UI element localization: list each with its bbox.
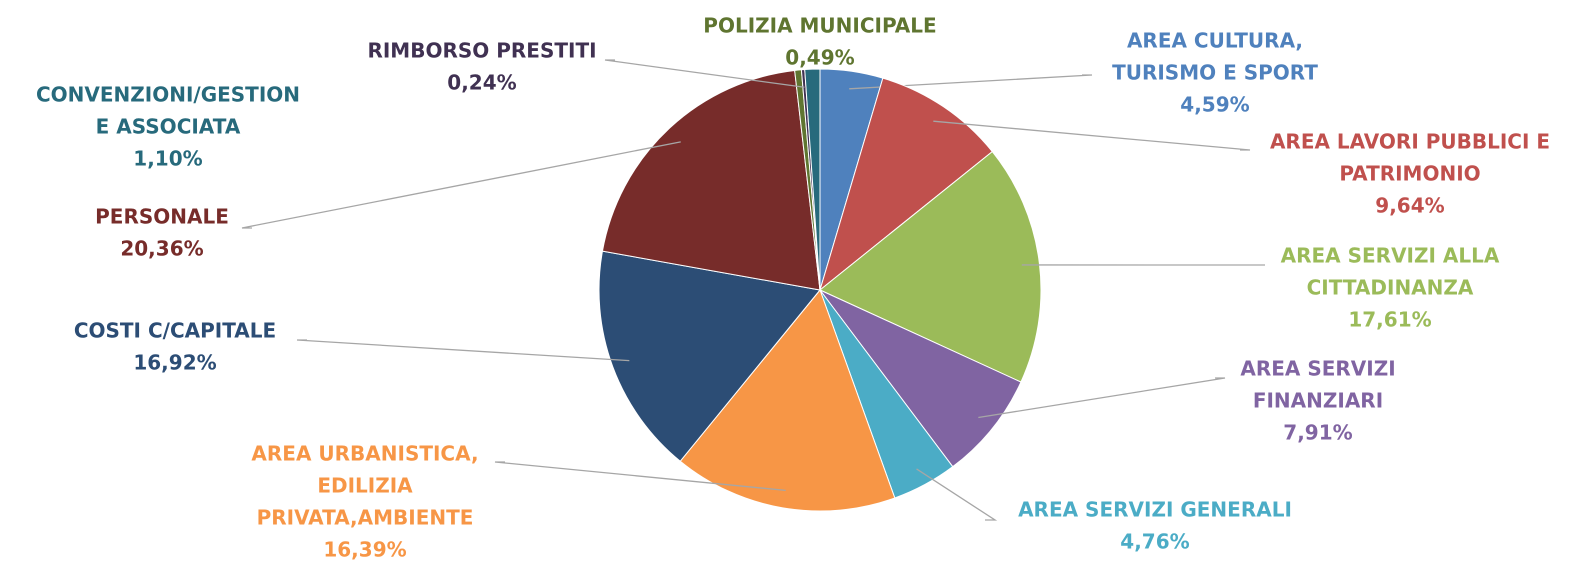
value-label: 16,39% xyxy=(323,538,406,562)
value-label: 0,49% xyxy=(785,46,854,70)
pie-slice xyxy=(804,68,821,291)
slice-label: TURISMO E SPORT xyxy=(1112,61,1318,85)
slice-label: RIMBORSO PRESTITI xyxy=(367,39,596,63)
slice-label: POLIZIA MUNICIPALE xyxy=(703,14,936,38)
pie-slice xyxy=(601,69,821,291)
value-label: 1,10% xyxy=(133,147,202,171)
value-label: 16,92% xyxy=(133,351,216,375)
pie-slice xyxy=(819,289,1022,468)
slice-label: PRIVATA,AMBIENTE xyxy=(257,506,474,530)
slice-label: FINANZIARI xyxy=(1253,389,1383,413)
value-label: 0,24% xyxy=(447,71,516,95)
slice-label: PATRIMONIO xyxy=(1339,162,1480,186)
value-label: 4,59% xyxy=(1180,93,1249,117)
leader-line xyxy=(296,339,630,362)
slice-label: AREA SERVIZI ALLA xyxy=(1281,244,1500,268)
slice-label: EDILIZIA xyxy=(317,474,413,498)
slice-label: CITTADINANZA xyxy=(1307,276,1474,300)
slice-label: AREA URBANISTICA, xyxy=(251,442,478,466)
pie-slice xyxy=(679,288,896,512)
value-label: 9,64% xyxy=(1375,194,1444,218)
value-label: 4,76% xyxy=(1120,530,1189,554)
value-label: 20,36% xyxy=(120,237,203,261)
slice-label: PERSONALE xyxy=(95,205,229,229)
slice-label: CONVENZIONI/GESTION xyxy=(36,83,300,107)
pie-slice xyxy=(819,150,1042,383)
value-label: 17,61% xyxy=(1348,308,1431,332)
leader-line xyxy=(978,377,1226,419)
leader-line xyxy=(494,461,786,492)
slice-label: AREA LAVORI PUBBLICI E xyxy=(1270,130,1550,154)
slice-label: AREA SERVIZI GENERALI xyxy=(1018,498,1292,522)
value-label: 7,91% xyxy=(1283,421,1352,445)
pie-slice xyxy=(598,250,821,462)
slice-label: AREA CULTURA, xyxy=(1127,29,1303,53)
slice-label: COSTI C/CAPITALE xyxy=(74,319,276,343)
leader-line xyxy=(849,74,1093,90)
leader-line xyxy=(916,468,998,521)
slice-label: AREA SERVIZI xyxy=(1240,357,1395,381)
slice-label: E ASSOCIATA xyxy=(96,115,241,139)
leader-line xyxy=(604,59,805,88)
leader-line xyxy=(241,141,681,229)
pie-slice xyxy=(819,77,993,292)
leader-line xyxy=(933,120,1251,151)
